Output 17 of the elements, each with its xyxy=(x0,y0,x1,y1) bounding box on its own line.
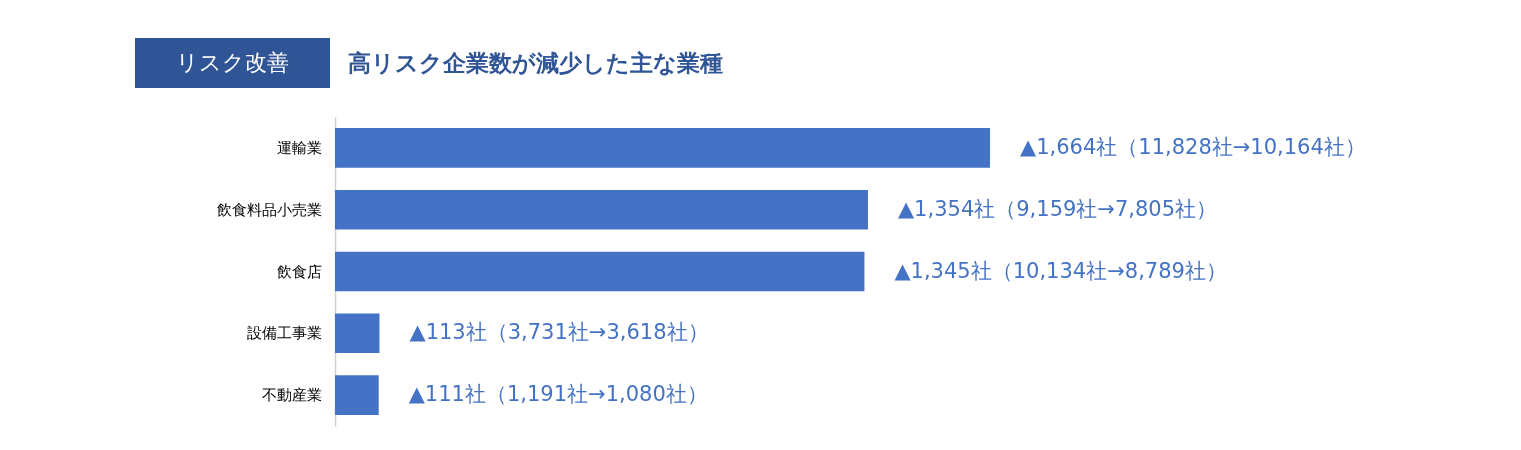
y-tick-label: 飲食料品小売業 xyxy=(216,200,322,219)
data-label: ▲113社（3,731社→3,618社） xyxy=(409,320,709,345)
bar xyxy=(335,189,868,230)
y-tick-label: 不動産業 xyxy=(261,386,322,405)
y-tick-label: 設備工事業 xyxy=(246,324,322,343)
chart-subtitle: 高リスク企業数が減少した主な業種 xyxy=(348,49,723,78)
data-label: ▲1,345社（10,134社→8,789社） xyxy=(894,258,1227,283)
data-label: ▲111社（1,191社→1,080社） xyxy=(408,382,708,407)
y-tick-label: 飲食店 xyxy=(276,262,322,281)
bar xyxy=(335,375,379,415)
bar xyxy=(335,251,865,292)
data-label: ▲1,354社（9,159社→7,805社） xyxy=(897,196,1218,221)
bar xyxy=(335,313,380,354)
bar xyxy=(335,128,990,168)
y-tick-label: 運輸業 xyxy=(276,138,322,157)
data-label: ▲1,664社（11,828社→10,164社） xyxy=(1020,134,1366,159)
chart-title: リスク改善 xyxy=(135,38,330,88)
